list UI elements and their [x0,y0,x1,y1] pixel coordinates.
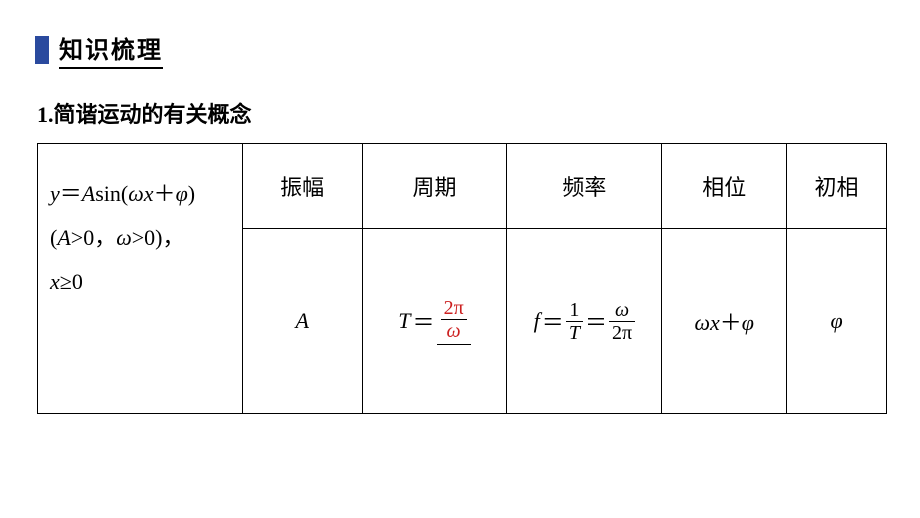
value-initial-phase: φ [787,229,887,414]
value-frequency: f＝ 1 T ＝ ω 2π [507,229,662,414]
section-header: 知识梳理 [35,30,885,69]
concept-table: y＝Asin(ωx＋φ) (A>0，ω>0)， x≥0 振幅 周期 频率 相位 … [37,143,887,414]
value-period: T＝ 2π ω [362,229,507,414]
header-phase: 相位 [662,144,787,229]
period-fraction: 2π ω [441,297,467,342]
freq-fraction-2: ω 2π [609,299,635,344]
formula-eq: ＝ [60,181,82,206]
formula-line-3: x≥0 [50,260,242,304]
period-T: T [398,308,410,334]
phase-plus: ＋ [720,310,742,335]
header-initial-phase: 初相 [787,144,887,229]
formula-ge0: ≥0 [60,269,83,294]
header-amplitude: 振幅 [242,144,362,229]
formula-A2: A [57,225,70,250]
phase-x: x [710,310,720,335]
formula-phi: φ [176,181,188,206]
formula-y: y [50,181,60,206]
formula-close: ) [188,181,195,206]
subtitle: 1.简谐运动的有关概念 [37,97,885,129]
header-accent-bar [35,36,49,64]
formula-x: x [144,181,154,206]
formula-omega: ω [128,181,144,206]
freq-fraction-1: 1 T [566,299,583,344]
table-header-row: y＝Asin(ωx＋φ) (A>0，ω>0)， x≥0 振幅 周期 频率 相位 … [38,144,887,229]
period-blank: 2π ω [437,297,471,345]
formula-gt0b: >0)， [132,225,185,250]
freq-eq: ＝ [542,305,564,337]
freq-num2: ω [609,299,635,322]
formula-omega2: ω [116,225,132,250]
freq-den2: 2π [609,322,635,344]
formula-plus: ＋ [154,181,176,206]
formula-sin: sin( [95,181,128,206]
freq-num1: 1 [566,299,583,322]
header-period: 周期 [362,144,507,229]
value-amplitude: A [242,229,362,414]
freq-eq2: ＝ [585,305,607,337]
freq-den1: T [566,322,583,344]
phase-phi: φ [742,310,754,335]
formula-line-2: (A>0，ω>0)， [50,216,242,260]
formula-A: A [82,181,95,206]
value-phase: ωx＋φ [662,229,787,414]
section-title: 知识梳理 [59,30,163,69]
formula-gt0: >0， [71,225,116,250]
phase-omega: ω [694,310,710,335]
period-num: 2π [441,297,467,320]
period-den: ω [441,320,467,342]
formula-line-1: y＝Asin(ωx＋φ) [50,172,242,216]
formula-cell: y＝Asin(ωx＋φ) (A>0，ω>0)， x≥0 [38,144,243,414]
period-eq: ＝ [413,305,435,337]
formula-x3: x [50,269,60,294]
freq-f: f [534,308,540,334]
header-frequency: 频率 [507,144,662,229]
